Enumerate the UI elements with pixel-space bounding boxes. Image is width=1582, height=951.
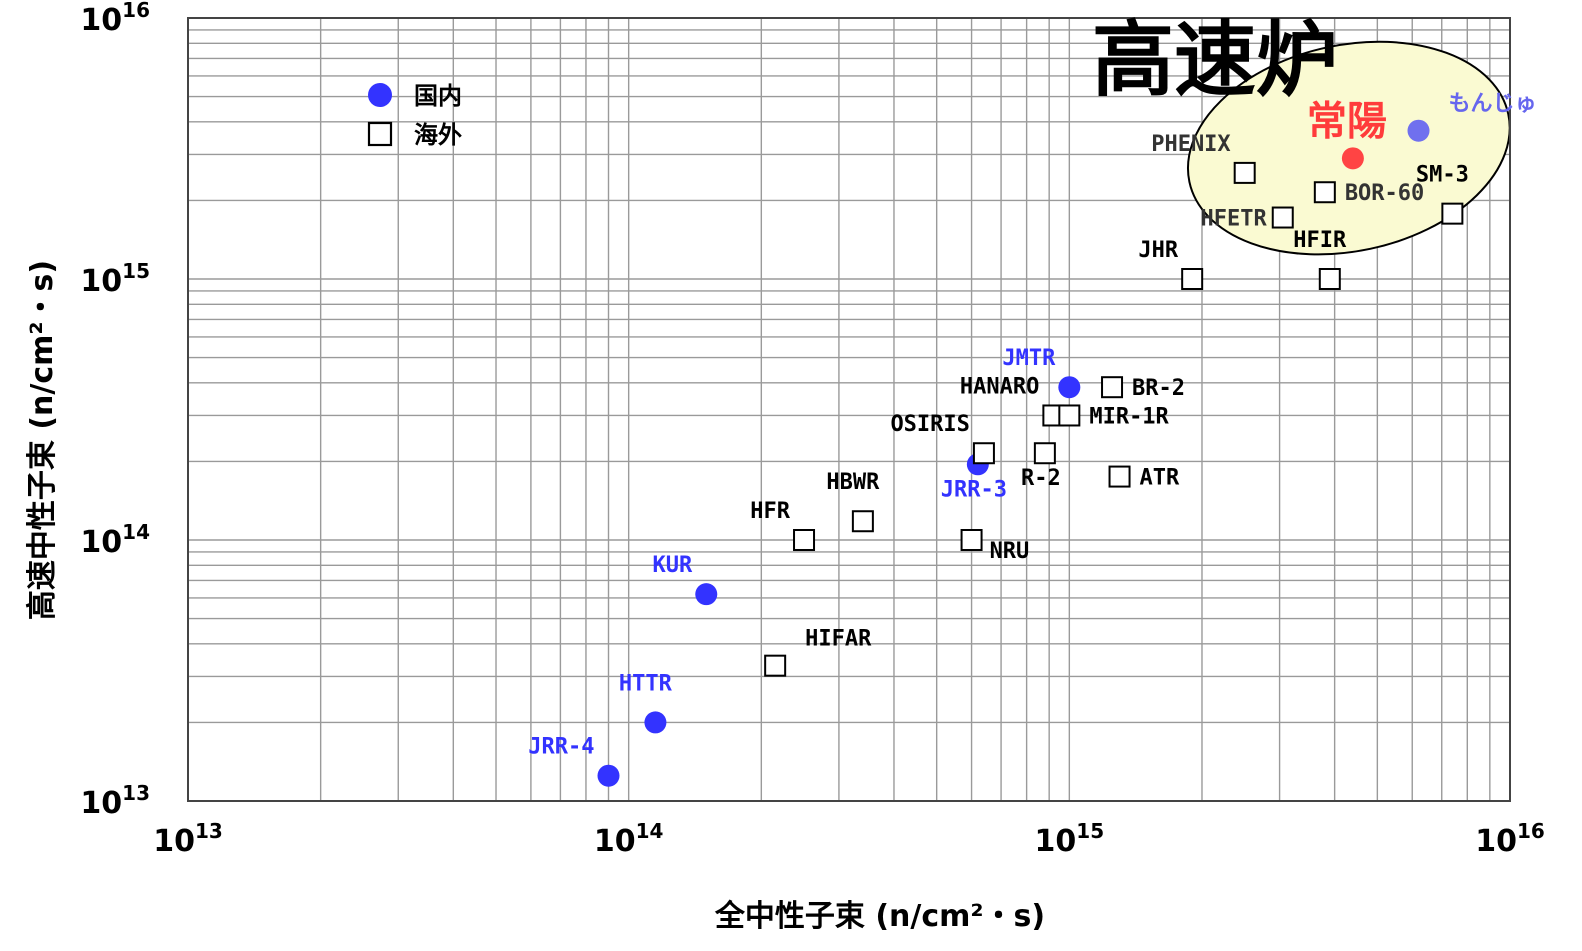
x-tick-labels: 1013 1014 1015 1016 xyxy=(153,819,1545,859)
tick-base: 10 xyxy=(153,824,195,859)
point-label: PHENIX xyxy=(1151,132,1230,157)
tick-base: 10 xyxy=(80,264,122,299)
point-marker xyxy=(1101,376,1124,399)
point-label: 常陽 xyxy=(1307,98,1387,144)
tick-base: 10 xyxy=(80,786,122,821)
point-label: NRU xyxy=(990,539,1030,564)
point-label: JHR xyxy=(1138,238,1178,263)
point-label: OSIRIS xyxy=(890,412,969,437)
tick-exponent: 15 xyxy=(1076,819,1104,843)
point-marker xyxy=(695,583,718,606)
point-marker xyxy=(1058,404,1081,427)
point-marker xyxy=(597,764,620,787)
point-label: JRR-3 xyxy=(941,477,1007,502)
point-marker xyxy=(1181,268,1204,290)
annotations: 高速炉 xyxy=(1092,13,1338,108)
point-label: BR-2 xyxy=(1132,376,1185,401)
point-label: JMTR xyxy=(1002,346,1056,371)
x-tick-label: 1014 xyxy=(594,819,664,859)
tick-exponent: 14 xyxy=(636,819,664,843)
tick-exponent: 13 xyxy=(122,781,150,805)
tick-base: 10 xyxy=(594,824,636,859)
point-label: BOR-60 xyxy=(1345,181,1424,206)
point-labels: JRR-4 HTTR KUR JRR-3 JMTR 常陽 もんじゅ HIFAR HFR HBWR N… xyxy=(528,92,1536,760)
fast-reactor-region xyxy=(1186,40,1511,256)
point-label: もんじゅ xyxy=(1449,92,1537,117)
point-marker xyxy=(1033,442,1056,465)
y-tick-label: 1016 xyxy=(80,0,150,38)
legend-marker xyxy=(368,83,392,107)
data-points xyxy=(597,119,1464,787)
point-marker xyxy=(1233,161,1256,184)
tick-exponent: 15 xyxy=(122,259,150,283)
point-label: HIFAR xyxy=(805,627,872,652)
point-marker xyxy=(1341,147,1364,170)
tick-exponent: 13 xyxy=(195,819,223,843)
point-label: HBWR xyxy=(826,470,880,495)
point-label: HANARO xyxy=(960,374,1039,399)
point-label: SM-3 xyxy=(1416,163,1469,188)
point-marker xyxy=(1441,202,1464,225)
point-label: HTTR xyxy=(619,671,673,696)
point-label: KUR xyxy=(653,553,693,578)
point-marker xyxy=(1108,465,1131,488)
y-axis-title: 高速中性子束 (n/cm²・s) xyxy=(25,260,60,620)
point-marker xyxy=(851,510,874,533)
point-marker xyxy=(972,442,995,465)
point-label: HFIR xyxy=(1293,228,1347,253)
tick-base: 10 xyxy=(1035,824,1077,859)
y-tick-label: 1014 xyxy=(80,520,150,560)
point-label: HFR xyxy=(750,499,790,524)
tick-base: 10 xyxy=(1475,824,1517,859)
point-marker xyxy=(1058,376,1081,399)
x-axis-title: 全中性子束 (n/cm²・s) xyxy=(714,899,1045,934)
point-marker xyxy=(1318,268,1341,290)
tick-base: 10 xyxy=(80,3,122,38)
tick-base: 10 xyxy=(80,525,122,560)
x-tick-label: 1016 xyxy=(1475,819,1545,859)
tick-exponent: 14 xyxy=(122,520,150,544)
x-tick-label: 1013 xyxy=(153,819,223,859)
point-marker xyxy=(644,711,667,734)
tick-exponent: 16 xyxy=(122,0,150,22)
fast-reactor-title: 高速炉 xyxy=(1092,13,1338,108)
y-tick-label: 1013 xyxy=(80,781,150,821)
point-label: MIR-1R xyxy=(1089,404,1169,429)
point-marker xyxy=(960,529,983,551)
point-marker xyxy=(1271,206,1294,229)
y-tick-label: 1015 xyxy=(80,259,150,299)
fast-reactor-ellipse xyxy=(1186,40,1511,256)
x-tick-label: 1015 xyxy=(1035,819,1105,859)
point-marker xyxy=(793,529,816,551)
point-label: R-2 xyxy=(1021,466,1061,491)
legend-label: 海外 xyxy=(414,121,462,149)
point-marker xyxy=(1313,181,1336,204)
plot-frame xyxy=(187,17,1511,802)
point-marker xyxy=(1407,119,1430,142)
legend-label: 国内 xyxy=(414,82,462,110)
legend-marker xyxy=(367,121,393,147)
point-label: ATR xyxy=(1140,466,1180,491)
point-label: JRR-4 xyxy=(528,735,594,760)
tick-exponent: 16 xyxy=(1517,819,1545,843)
point-label: HFETR xyxy=(1201,207,1268,232)
point-marker xyxy=(764,654,787,677)
